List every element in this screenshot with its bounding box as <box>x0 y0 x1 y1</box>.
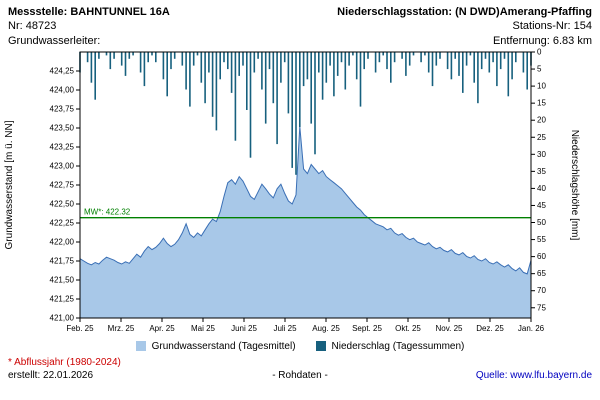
legend-precipitation-label: Niederschlag (Tagessummen) <box>331 340 465 352</box>
measuring-station-block: Messstelle: BAHNTUNNEL 16A Nr: 48723 Gru… <box>8 5 170 47</box>
svg-text:421,25: 421,25 <box>50 295 75 304</box>
chart-area: MW*: 422.32 421,00 421,25 421,50 421,75 422,0… <box>0 46 600 336</box>
svg-text:423,25: 423,25 <box>50 143 75 152</box>
precipitation-station-number: Stations-Nr: 154 <box>512 20 592 33</box>
svg-text:Okt. 25: Okt. 25 <box>395 324 421 333</box>
svg-text:65: 65 <box>537 269 546 278</box>
discharge-year-note: * Abflussjahr (1980-2024) <box>8 357 121 368</box>
created-date: erstellt: 22.01.2026 <box>8 370 94 381</box>
svg-text:Dez. 25: Dez. 25 <box>476 324 504 333</box>
svg-text:30: 30 <box>537 150 546 159</box>
svg-text:70: 70 <box>537 286 546 295</box>
svg-text:422,00: 422,00 <box>50 238 75 247</box>
aquifer-label: Grundwasserleiter: <box>8 34 101 47</box>
svg-text:422,75: 422,75 <box>50 181 75 190</box>
svg-text:422,50: 422,50 <box>50 200 75 209</box>
precipitation-station-block: Niederschlagsstation: (N DWD)Amerang-Pfa… <box>337 5 592 47</box>
svg-text:35: 35 <box>537 167 546 176</box>
svg-text:75: 75 <box>537 303 546 312</box>
source-link[interactable]: Quelle: www.lfu.bayern.de <box>475 370 592 381</box>
svg-text:Sept. 25: Sept. 25 <box>352 324 382 333</box>
raw-data-label: - Rohdaten - <box>272 370 328 381</box>
svg-text:Mrz. 25: Mrz. 25 <box>108 324 135 333</box>
svg-text:Jan. 26: Jan. 26 <box>518 324 545 333</box>
measuring-station-title: Messstelle: BAHNTUNNEL 16A <box>8 6 170 18</box>
svg-text:Niederschlagshöhe [mm]: Niederschlagshöhe [mm] <box>569 130 580 241</box>
header: Messstelle: BAHNTUNNEL 16A Nr: 48723 Gru… <box>0 0 600 47</box>
precipitation-swatch-icon <box>315 341 326 351</box>
svg-text:424,25: 424,25 <box>50 67 75 76</box>
svg-text:20: 20 <box>537 116 546 125</box>
svg-text:10: 10 <box>537 82 546 91</box>
precipitation-station-title: Niederschlagsstation: (N DWD)Amerang-Pfa… <box>337 6 592 18</box>
svg-text:50: 50 <box>537 218 546 227</box>
legend-groundwater-label: Grundwasserstand (Tagesmittel) <box>151 340 296 352</box>
svg-text:MW*: 422.32: MW*: 422.32 <box>84 208 131 217</box>
svg-text:423,00: 423,00 <box>50 162 75 171</box>
svg-text:45: 45 <box>537 201 546 210</box>
svg-text:421,75: 421,75 <box>50 257 75 266</box>
svg-text:Feb. 25: Feb. 25 <box>66 324 94 333</box>
svg-text:Juni 25: Juni 25 <box>231 324 257 333</box>
svg-text:5: 5 <box>537 65 542 74</box>
svg-text:Nov. 25: Nov. 25 <box>436 324 464 333</box>
station-distance: Entfernung: 6.83 km <box>492 34 592 47</box>
measuring-station-number: Nr: 48723 <box>8 20 57 33</box>
svg-text:Juli 25: Juli 25 <box>273 324 297 333</box>
legend: Grundwasserstand (Tagesmittel) Niedersch… <box>0 336 600 356</box>
svg-text:Apr. 25: Apr. 25 <box>149 324 175 333</box>
svg-text:421,50: 421,50 <box>50 276 75 285</box>
svg-text:423,75: 423,75 <box>50 105 75 114</box>
footer: * Abflussjahr (1980-2024) erstellt: 22.0… <box>0 356 600 384</box>
svg-text:421,00: 421,00 <box>50 314 75 323</box>
svg-text:Grundwasserstand [m ü. NN]: Grundwasserstand [m ü. NN] <box>4 120 15 249</box>
svg-text:Aug. 25: Aug. 25 <box>312 324 340 333</box>
chart-svg: MW*: 422.32 421,00 421,25 421,50 421,75 422,0… <box>4 48 580 334</box>
svg-text:422,25: 422,25 <box>50 219 75 228</box>
svg-text:25: 25 <box>537 133 546 142</box>
groundwater-swatch-icon <box>135 341 146 351</box>
svg-text:0: 0 <box>537 48 542 57</box>
svg-text:55: 55 <box>537 235 546 244</box>
svg-text:40: 40 <box>537 184 546 193</box>
svg-text:60: 60 <box>537 252 546 261</box>
svg-text:Mai 25: Mai 25 <box>191 324 216 333</box>
svg-text:424,00: 424,00 <box>50 86 75 95</box>
svg-text:15: 15 <box>537 99 546 108</box>
svg-text:423,50: 423,50 <box>50 124 75 133</box>
